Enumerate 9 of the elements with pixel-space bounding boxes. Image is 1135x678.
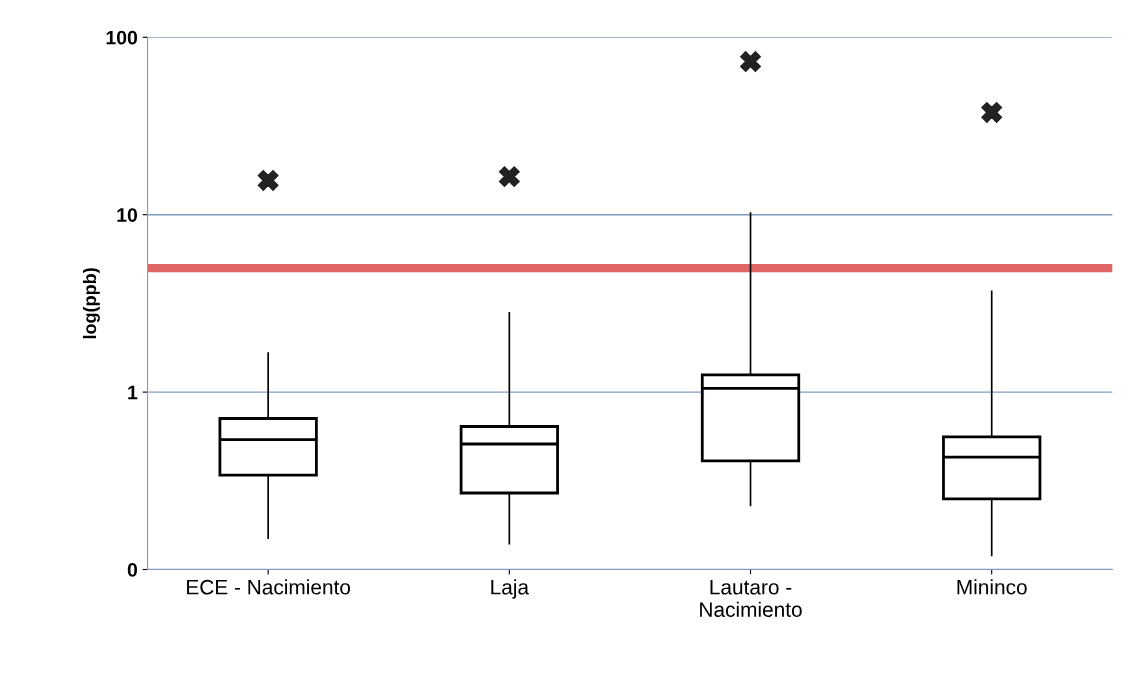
x-tick-label: Lautaro - Nacimiento <box>700 580 802 617</box>
y-tick-label: 100 <box>106 30 138 45</box>
x-tick-label: ECE - Nacimiento <box>187 579 351 595</box>
y-tick-label: 0 <box>127 562 138 577</box>
y-tick-label: 10 <box>117 208 138 222</box>
y-axis-title: log(ppb) <box>82 268 100 339</box>
y-tick-label: 1 <box>128 385 138 400</box>
x-tick-label: Mininco <box>957 579 1027 595</box>
x-tick-label: Laja <box>491 579 530 599</box>
